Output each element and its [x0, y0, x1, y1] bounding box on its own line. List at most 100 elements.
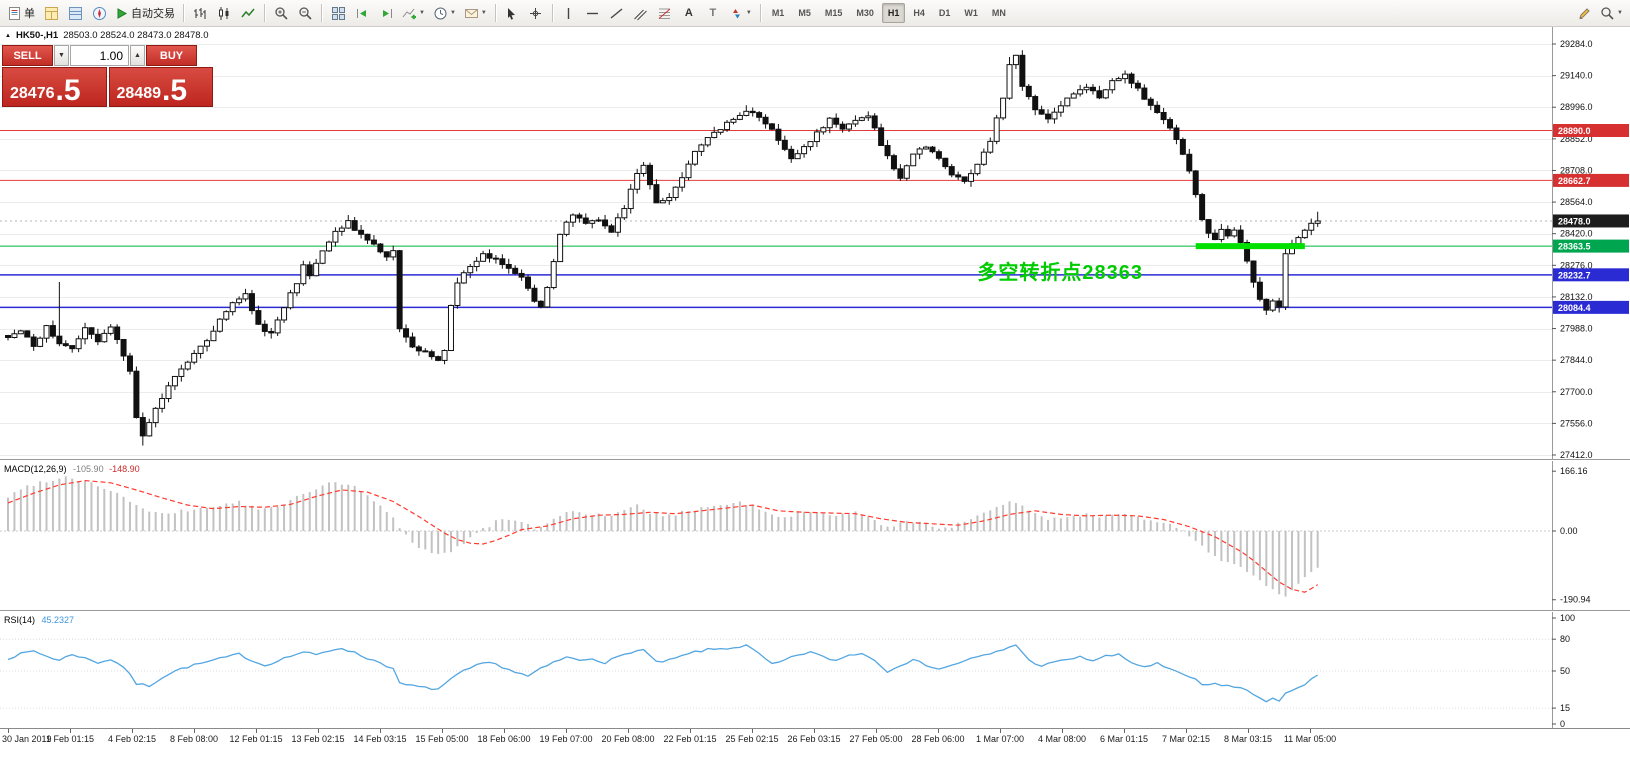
timeframe-m15-button[interactable]: M15 — [824, 8, 843, 18]
timeframe-h4-button[interactable]: H4 — [913, 8, 925, 18]
indicators-button[interactable]: ▼ — [398, 2, 429, 24]
crosshair-button[interactable] — [524, 2, 548, 24]
cursor-button[interactable] — [500, 2, 524, 24]
periods-button[interactable]: ▼ — [429, 2, 460, 24]
buy-price-display[interactable]: 28489 .5 — [108, 67, 213, 107]
candle-body — [608, 225, 615, 233]
candle-body — [666, 197, 673, 202]
candle-body — [56, 335, 63, 345]
navigator-button[interactable] — [87, 2, 111, 24]
candle-body — [852, 119, 859, 125]
time-tick — [504, 729, 505, 733]
time-tick — [876, 729, 877, 733]
sell-price-main: 28476 — [10, 85, 55, 102]
macd-signal-value: -148.90 — [109, 464, 140, 474]
buy-price-main: 28489 — [116, 85, 162, 102]
bar-chart-button[interactable] — [188, 2, 212, 24]
ohlc-values: 28503.0 28524.0 28473.0 28478.0 — [63, 30, 209, 41]
candle-body — [910, 153, 917, 167]
timeframe-m30-button[interactable]: M30 — [856, 8, 874, 18]
vertical-line-button[interactable] — [557, 2, 581, 24]
time-tick — [938, 729, 939, 733]
label-button[interactable]: T — [709, 7, 717, 19]
main-chart-pane[interactable]: 29284.0 29140.0 28996.0 28852.0 28708.0 28564… — [0, 27, 1630, 459]
order-options-dropdown[interactable]: ▼ — [54, 45, 69, 66]
time-label: 4 Feb 02:15 — [107, 734, 157, 744]
candle-body — [107, 326, 114, 334]
volume-input[interactable] — [70, 45, 129, 66]
pivot-annotation-text[interactable]: 多空转折点28363 — [977, 261, 1144, 284]
market-watch-button[interactable] — [39, 2, 63, 24]
macd-indicator-pane[interactable]: 166.16 0.00 -190.94 MACD(12,26,9) -105.90 … — [0, 459, 1630, 611]
quick-edit-button[interactable] — [1572, 2, 1596, 24]
rsi-canvas[interactable]: 100 80 50 15 0 — [0, 612, 1630, 729]
templates-button[interactable]: ▼ — [460, 2, 491, 24]
timeframe-w1-button[interactable]: W1 — [964, 8, 978, 18]
trendline-button[interactable] — [605, 2, 629, 24]
timeframe-h1-button[interactable]: H1 — [881, 3, 906, 23]
timeframe-m5-button[interactable]: M5 — [798, 8, 811, 18]
channel-button[interactable] — [629, 2, 653, 24]
candle-body — [634, 172, 641, 190]
chart-shift-button[interactable] — [374, 2, 398, 24]
candle-body — [756, 112, 763, 118]
line-chart-button[interactable] — [236, 2, 260, 24]
candle-body — [17, 330, 24, 335]
rsi-indicator-pane[interactable]: 100 80 50 15 0 RSI(14) 45.2327 — [0, 610, 1630, 729]
rsi-axis[interactable]: 100 80 50 15 0 — [1552, 612, 1575, 729]
time-label: 22 Feb 01:15 — [663, 734, 717, 744]
candle-body — [159, 398, 166, 409]
candle-body — [537, 300, 544, 308]
candle-body — [1282, 253, 1289, 308]
text-button[interactable]: A — [684, 7, 693, 19]
timeframe-m1-button[interactable]: M1 — [771, 8, 785, 18]
timeframe-d1-button[interactable]: D1 — [938, 8, 951, 18]
candle-body — [550, 261, 557, 289]
fibonacci-button[interactable] — [653, 2, 677, 24]
arrows-button[interactable]: ▼ — [725, 2, 756, 24]
candle-body — [435, 356, 442, 361]
candle-body — [1083, 86, 1090, 91]
timeframe-mn-button[interactable]: MN — [991, 8, 1006, 18]
zoom-out-button[interactable] — [293, 2, 317, 24]
tile-windows-button[interactable] — [326, 2, 350, 24]
price-chart-canvas[interactable]: 29284.0 29140.0 28996.0 28852.0 28708.0 28564… — [0, 27, 1630, 459]
candle-body — [576, 214, 583, 219]
candle-body — [897, 168, 904, 179]
candle-body — [890, 155, 897, 170]
macd-axis[interactable]: 166.16 0.00 -190.94 — [1552, 461, 1591, 611]
candle-body — [1141, 87, 1148, 100]
volume-increase-button[interactable]: ▲ — [130, 45, 145, 66]
horizontal-line-button[interactable] — [581, 2, 605, 24]
candle-body — [1128, 73, 1135, 84]
candle-body — [846, 123, 853, 130]
candle-body — [24, 330, 31, 338]
zoom-in-button[interactable] — [269, 2, 293, 24]
candle-body — [120, 338, 127, 357]
candle-body — [955, 174, 962, 178]
candle-body — [236, 298, 243, 304]
candle-body — [1237, 229, 1244, 243]
autotrading-button[interactable]: 自动交易 — [111, 2, 179, 24]
sell-button[interactable]: SELL — [2, 45, 53, 66]
data-window-button[interactable] — [63, 2, 87, 24]
auto-scroll-button[interactable] — [350, 2, 374, 24]
macd-canvas[interactable]: 166.16 0.00 -190.94 — [0, 461, 1630, 611]
time-tick — [194, 729, 195, 733]
candlestick-button[interactable] — [212, 2, 236, 24]
candles-layer[interactable] — [5, 50, 1321, 446]
price-tick-label: 28996.0 — [1560, 102, 1593, 112]
search-button[interactable]: ▼ — [1596, 2, 1627, 24]
candle-body — [49, 325, 56, 337]
new-order-button[interactable]: 单 — [3, 2, 39, 24]
sell-price-display[interactable]: 28476 .5 — [2, 67, 107, 107]
buy-button[interactable]: BUY — [146, 45, 197, 66]
price-axis[interactable]: 29284.0 29140.0 28996.0 28852.0 28708.0 28564… — [1552, 27, 1593, 459]
time-axis[interactable]: 30 Jan 2019 1 Feb 01:15 4 Feb 02:15 8 Feb 0… — [0, 728, 1630, 750]
candle-body — [704, 137, 711, 146]
candle-body — [884, 144, 891, 157]
candle-body — [518, 272, 525, 278]
candle-body — [813, 131, 820, 143]
candle-body — [422, 350, 429, 353]
horizontal-lines-layer[interactable] — [0, 130, 1552, 309]
